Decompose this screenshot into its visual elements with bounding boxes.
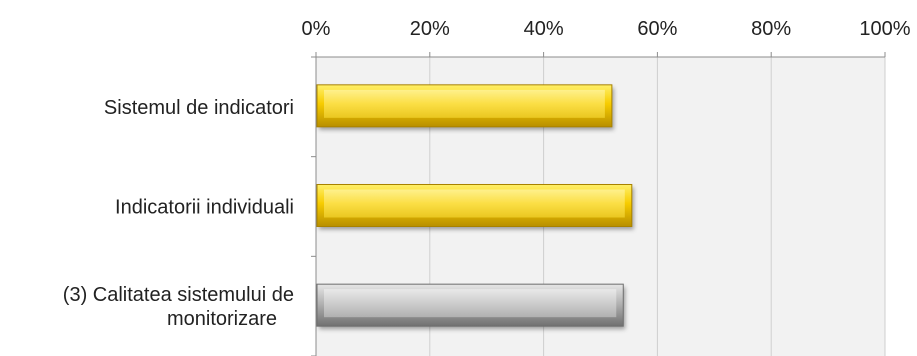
bars: [316, 84, 633, 327]
bar-bevel: [324, 89, 605, 118]
bar-bevel: [324, 189, 625, 218]
category-label: (3) Calitatea sistemului de: [63, 284, 294, 306]
bar: [316, 184, 633, 227]
category-label: Indicatorii individuali: [115, 197, 294, 219]
x-tick-label: 80%: [751, 18, 791, 40]
x-tick-label: 100%: [859, 18, 910, 40]
axes: [311, 52, 886, 356]
bar: [316, 283, 624, 327]
bar-outline: [316, 184, 633, 227]
category-label: monitorizare: [167, 308, 277, 330]
bar: [316, 84, 613, 128]
x-tick-label: 60%: [637, 18, 677, 40]
x-tick-labels: 0% 20% 40% 60% 80% 100%: [302, 18, 911, 40]
bar-outline: [316, 84, 613, 128]
bar-bevel: [324, 289, 617, 318]
category-label: Sistemul de indicatori: [104, 97, 294, 119]
bar-outline: [316, 283, 624, 327]
x-tick-label: 0%: [302, 18, 331, 40]
x-tick-label: 40%: [524, 18, 564, 40]
category-labels: Sistemul de indicatori Indicatorii indivi…: [63, 97, 294, 330]
x-tick-label: 20%: [410, 18, 450, 40]
